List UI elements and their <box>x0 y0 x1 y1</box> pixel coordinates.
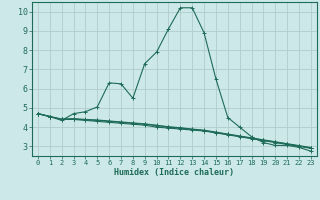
X-axis label: Humidex (Indice chaleur): Humidex (Indice chaleur) <box>115 168 234 177</box>
